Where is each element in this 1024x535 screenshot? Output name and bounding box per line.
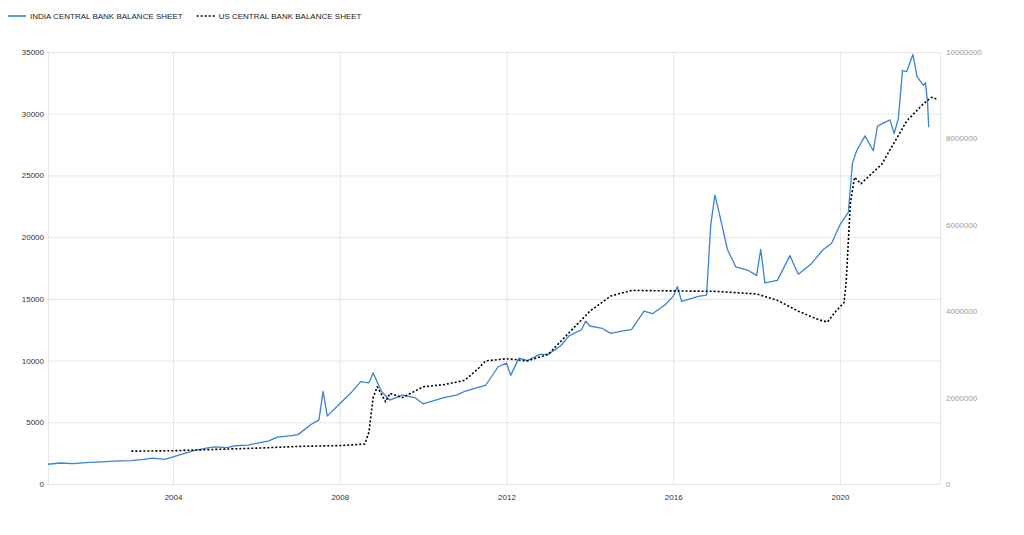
legend-item: INDIA CENTRAL BANK BALANCE SHEET bbox=[8, 12, 183, 21]
x-axis-label: 2008 bbox=[331, 493, 349, 502]
y-axis-tick: 10000 bbox=[22, 357, 940, 366]
legend: INDIA CENTRAL BANK BALANCE SHEET US CENTR… bbox=[8, 12, 362, 21]
grid-line bbox=[48, 361, 940, 362]
grid-line bbox=[173, 52, 174, 484]
chart: 2004 2008 2012 2016 2020 0 5000 10000 15000 20000… bbox=[0, 0, 1024, 535]
y2-axis-line bbox=[940, 53, 941, 485]
y-axis-label: 25000 bbox=[22, 171, 45, 180]
x-axis-tick: 2008 bbox=[331, 52, 349, 502]
y2-axis-label: 10000000 bbox=[946, 48, 982, 57]
y-axis-line bbox=[48, 53, 49, 485]
y-axis: 0 5000 10000 15000 20000 25000 30000 35000 bbox=[22, 48, 940, 489]
y-axis-label: 5000 bbox=[26, 418, 44, 427]
y2-axis-tick: 0 bbox=[940, 480, 951, 489]
series-line bbox=[48, 54, 929, 464]
y2-axis-tick: 6000000 bbox=[940, 221, 978, 230]
grid-line bbox=[48, 237, 940, 238]
y-axis-tick: 0 bbox=[40, 480, 940, 489]
y2-axis-label: 2000000 bbox=[946, 394, 978, 403]
x-axis-tick: 2012 bbox=[498, 52, 516, 502]
x-axis-line bbox=[49, 484, 941, 485]
legend-label: INDIA CENTRAL BANK BALANCE SHEET bbox=[30, 12, 183, 21]
x-axis-tick: 2004 bbox=[165, 52, 183, 502]
x-axis-tick: 2016 bbox=[665, 52, 683, 502]
grid-line bbox=[48, 422, 940, 423]
y2-axis-label: 4000000 bbox=[946, 307, 978, 316]
y-axis-label: 20000 bbox=[22, 233, 45, 242]
y-axis-tick: 30000 bbox=[22, 110, 940, 119]
y2-axis: 0 2000000 4000000 6000000 8000000 10000000 bbox=[940, 48, 982, 489]
y2-axis-tick: 8000000 bbox=[940, 134, 978, 143]
x-axis-label: 2004 bbox=[165, 493, 183, 502]
y-axis-label: 10000 bbox=[22, 357, 45, 366]
y2-axis-tick: 4000000 bbox=[940, 307, 978, 316]
plot-area bbox=[48, 54, 938, 464]
y2-axis-label: 8000000 bbox=[946, 134, 978, 143]
y-axis-tick: 35000 bbox=[22, 48, 940, 57]
y-axis-label: 15000 bbox=[22, 295, 45, 304]
legend-label: US CENTRAL BANK BALANCE SHEET bbox=[219, 12, 362, 21]
y2-axis-tick: 10000000 bbox=[940, 48, 982, 57]
y-axis-label: 0 bbox=[40, 480, 45, 489]
grid-line bbox=[840, 52, 841, 484]
legend-item: US CENTRAL BANK BALANCE SHEET bbox=[197, 12, 362, 21]
x-axis-label: 2012 bbox=[498, 493, 516, 502]
y2-axis-tick: 2000000 bbox=[940, 394, 978, 403]
x-axis-label: 2020 bbox=[832, 493, 850, 502]
y-axis-tick: 5000 bbox=[26, 418, 940, 427]
x-axis-tick: 2020 bbox=[832, 52, 850, 502]
grid-line bbox=[48, 52, 940, 53]
y-axis-tick: 20000 bbox=[22, 233, 940, 242]
y2-axis-label: 0 bbox=[946, 480, 951, 489]
legend-swatch bbox=[197, 15, 215, 17]
x-axis-label: 2016 bbox=[665, 493, 683, 502]
grid-line bbox=[48, 299, 940, 300]
y-axis-label: 35000 bbox=[22, 48, 45, 57]
x-axis: 2004 2008 2012 2016 2020 bbox=[49, 52, 941, 502]
y-axis-tick: 15000 bbox=[22, 295, 940, 304]
y-axis-label: 30000 bbox=[22, 110, 45, 119]
series-line bbox=[131, 97, 938, 451]
grid-line bbox=[340, 52, 341, 484]
y-axis-tick: 25000 bbox=[22, 171, 940, 180]
grid-line bbox=[48, 175, 940, 176]
y2-axis-label: 6000000 bbox=[946, 221, 978, 230]
grid-line bbox=[507, 52, 508, 484]
grid-line bbox=[48, 484, 940, 485]
grid-line bbox=[48, 114, 940, 115]
grid-line bbox=[673, 52, 674, 484]
legend-swatch bbox=[8, 15, 26, 17]
